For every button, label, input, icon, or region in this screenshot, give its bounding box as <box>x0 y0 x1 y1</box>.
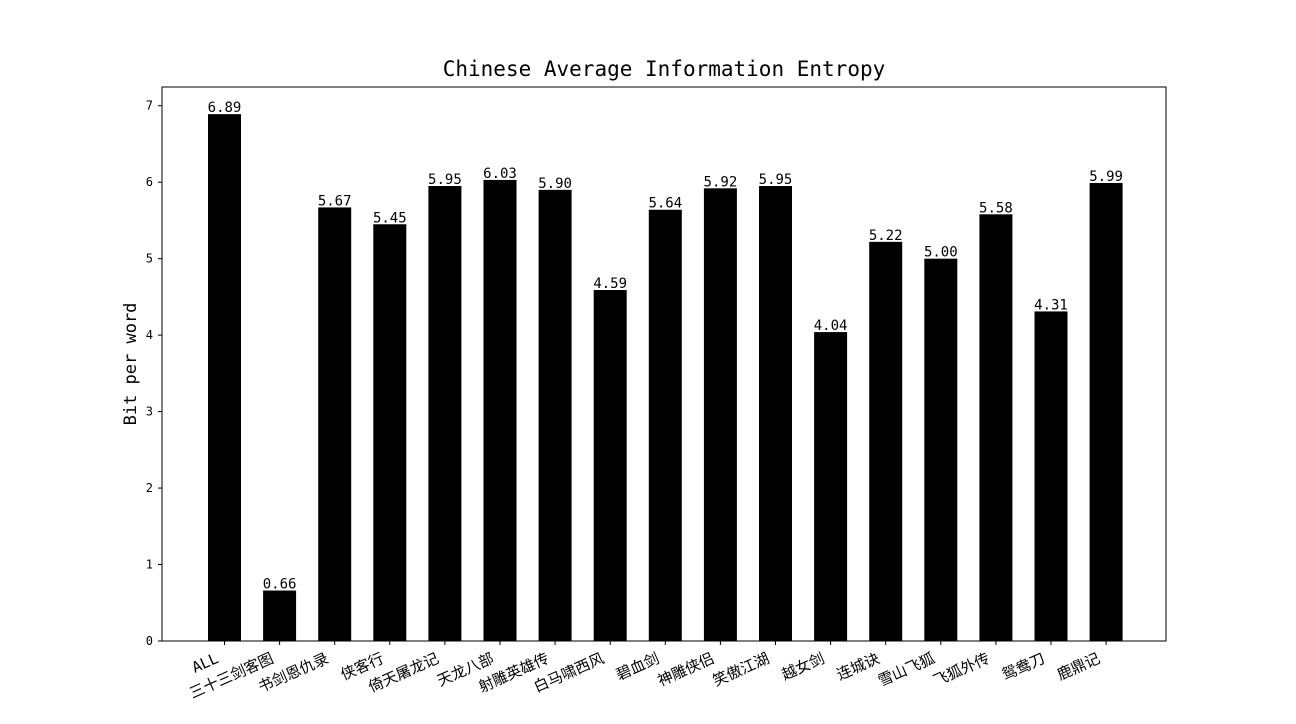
y-tick-label: 3 <box>146 405 153 419</box>
bar <box>373 224 407 641</box>
y-tick-label: 2 <box>146 481 153 495</box>
y-tick-label: 4 <box>146 328 153 342</box>
y-tick-label: 0 <box>146 634 153 648</box>
bar <box>208 114 241 641</box>
bar <box>483 179 517 641</box>
bar-value-label: 5.22 <box>869 228 903 244</box>
bar-value-label: 5.67 <box>318 193 352 209</box>
bar <box>869 241 903 641</box>
y-tick-label: 7 <box>146 99 153 113</box>
bar-value-label: 5.95 <box>428 172 462 188</box>
bar <box>593 290 627 641</box>
x-tick-label: 雪山飞狐 <box>875 649 937 690</box>
bar <box>538 189 572 642</box>
x-tick-label: 神雕侠侣 <box>655 649 717 690</box>
x-tick-label: 鸳鸯刀 <box>999 649 1047 684</box>
bar <box>814 332 848 641</box>
bar <box>263 590 297 641</box>
bar-value-label: 4.59 <box>593 276 627 292</box>
bar <box>979 214 1013 641</box>
x-tick-label: 笑傲江湖 <box>710 649 772 690</box>
bar-value-label: 5.95 <box>759 172 793 188</box>
value-labels-group: 6.89 0.66 5.67 5.45 5.95 6.03 5.90 4.59 5.64 5.92… <box>208 100 1123 592</box>
x-tick-label: 越女剑 <box>779 649 827 684</box>
bar-value-label: 4.31 <box>1034 297 1068 313</box>
bar-value-label: 5.58 <box>979 200 1013 216</box>
bar <box>703 188 737 641</box>
bar <box>648 209 682 642</box>
plot-frame <box>161 86 1167 642</box>
bar <box>1034 311 1068 641</box>
bars-group <box>208 114 1123 642</box>
bar-value-label: 4.04 <box>814 318 848 334</box>
chart-title: Chinese Average Information Entropy <box>443 57 886 81</box>
x-tick-label: 飞狐外传 <box>930 649 992 690</box>
bar-value-label: 5.45 <box>373 210 407 226</box>
bar <box>1089 182 1123 641</box>
bar-value-label: 5.92 <box>704 174 738 190</box>
bar-value-label: 6.03 <box>483 166 517 182</box>
bar-value-label: 5.00 <box>924 245 958 261</box>
y-tick-label: 1 <box>146 558 153 572</box>
bar <box>924 258 958 641</box>
y-axis-ticks: 0 1 2 3 4 5 6 7 <box>146 99 162 648</box>
bar <box>759 186 792 641</box>
bar-value-label: 5.99 <box>1089 169 1123 185</box>
y-tick-label: 6 <box>146 175 153 189</box>
y-axis-label: Bit per word <box>121 303 141 426</box>
bar <box>428 186 462 641</box>
bar-value-label: 5.90 <box>538 176 572 192</box>
bar <box>318 207 352 641</box>
bar-value-label: 0.66 <box>263 577 297 593</box>
x-tick-label: 连城诀 <box>834 649 882 684</box>
x-tick-label: 碧血剑 <box>613 649 661 684</box>
bar-value-label: 6.89 <box>208 100 242 116</box>
y-tick-label: 5 <box>146 252 153 266</box>
bar-value-label: 5.64 <box>648 196 682 212</box>
x-tick-label: 鹿鼎记 <box>1054 649 1102 684</box>
